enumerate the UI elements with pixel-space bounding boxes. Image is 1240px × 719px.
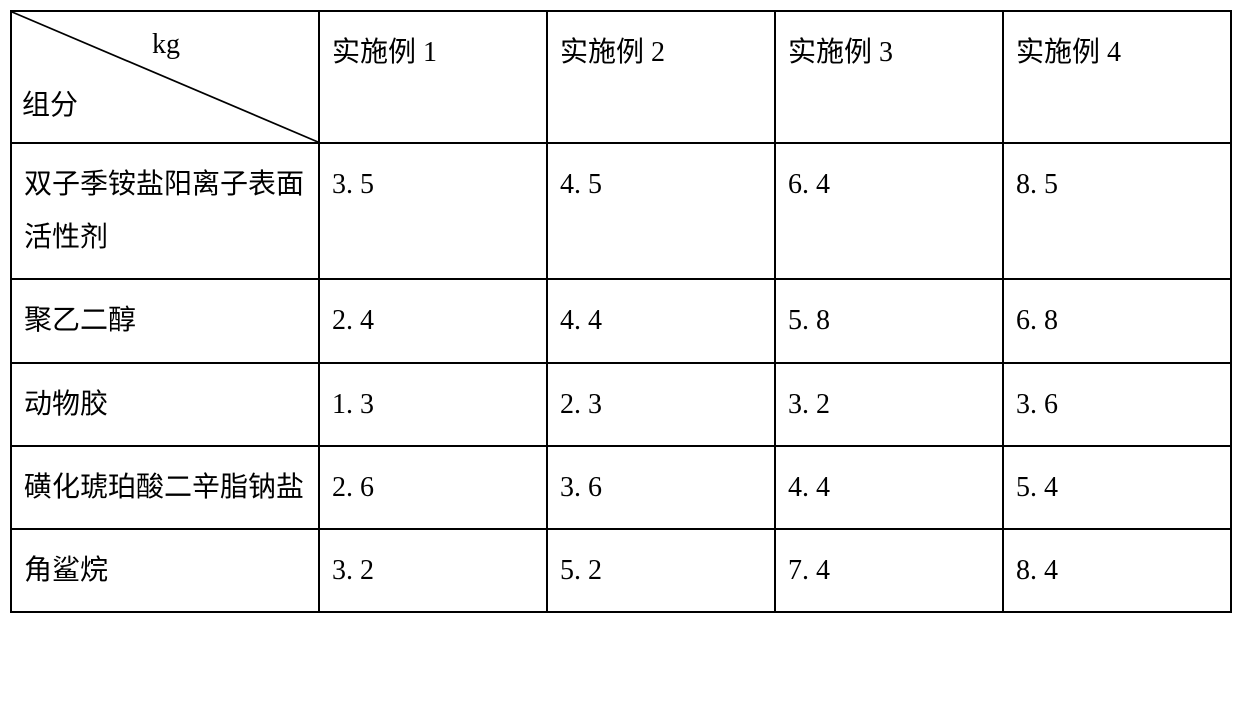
cell: 3. 2: [775, 363, 1003, 446]
cell: 7. 4: [775, 529, 1003, 612]
cell: 6. 4: [775, 143, 1003, 279]
row-label: 聚乙二醇: [11, 279, 319, 362]
header-unit-label: kg: [152, 18, 180, 71]
diagonal-header-cell: kg 组分: [11, 11, 319, 143]
header-row-label: 组分: [22, 79, 78, 132]
row-label: 动物胶: [11, 363, 319, 446]
cell: 3. 2: [319, 529, 547, 612]
col-header: 实施例 1: [319, 11, 547, 143]
cell: 4. 4: [547, 279, 775, 362]
cell: 3. 5: [319, 143, 547, 279]
cell: 8. 4: [1003, 529, 1231, 612]
table-row: 动物胶 1. 3 2. 3 3. 2 3. 6: [11, 363, 1231, 446]
cell: 1. 3: [319, 363, 547, 446]
table-row: 角鲨烷 3. 2 5. 2 7. 4 8. 4: [11, 529, 1231, 612]
cell: 2. 4: [319, 279, 547, 362]
col-header: 实施例 2: [547, 11, 775, 143]
cell: 3. 6: [547, 446, 775, 529]
cell: 3. 6: [1003, 363, 1231, 446]
row-label: 角鲨烷: [11, 529, 319, 612]
cell: 5. 2: [547, 529, 775, 612]
cell: 6. 8: [1003, 279, 1231, 362]
cell: 5. 8: [775, 279, 1003, 362]
row-label: 磺化琥珀酸二辛脂钠盐: [11, 446, 319, 529]
table-row: 聚乙二醇 2. 4 4. 4 5. 8 6. 8: [11, 279, 1231, 362]
cell: 2. 3: [547, 363, 775, 446]
table-row: 双子季铵盐阳离子表面活性剂 3. 5 4. 5 6. 4 8. 5: [11, 143, 1231, 279]
cell: 4. 5: [547, 143, 775, 279]
table-header-row: kg 组分 实施例 1 实施例 2 实施例 3 实施例 4: [11, 11, 1231, 143]
table-row: 磺化琥珀酸二辛脂钠盐 2. 6 3. 6 4. 4 5. 4: [11, 446, 1231, 529]
cell: 5. 4: [1003, 446, 1231, 529]
col-header: 实施例 4: [1003, 11, 1231, 143]
data-table: kg 组分 实施例 1 实施例 2 实施例 3 实施例 4 双子季铵盐阳离子表面…: [10, 10, 1232, 613]
cell: 2. 6: [319, 446, 547, 529]
cell: 8. 5: [1003, 143, 1231, 279]
cell: 4. 4: [775, 446, 1003, 529]
col-header: 实施例 3: [775, 11, 1003, 143]
row-label: 双子季铵盐阳离子表面活性剂: [11, 143, 319, 279]
